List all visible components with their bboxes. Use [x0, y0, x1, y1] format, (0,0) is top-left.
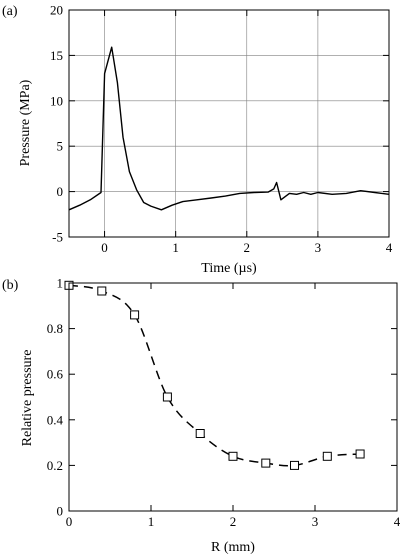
- x-tick-label: 2: [230, 514, 237, 529]
- data-point-square: [195, 429, 205, 438]
- x-tick-label: 1: [172, 240, 179, 255]
- panel-label-a: (a): [2, 4, 18, 19]
- y-axis-label-a: Pressure (MPa): [18, 79, 33, 166]
- x-tick-label: 4: [394, 514, 400, 529]
- x-tick-label: 3: [315, 240, 322, 255]
- x-axis-label-a: Time (µs): [201, 261, 257, 276]
- y-tick-label: -5: [52, 230, 63, 245]
- y-tick-label: 0.4: [47, 412, 64, 427]
- y-tick-label: 10: [50, 93, 63, 108]
- relative-pressure-vs-radius-chart: (b) R (mm) Relative pressure 0 1 2 3 4 0 0.2 0.…: [2, 276, 400, 554]
- y-tick-label: 0: [57, 504, 64, 519]
- x-tick-label: 3: [312, 514, 319, 529]
- y-tick-label: 5: [57, 139, 64, 154]
- x-axis-label-b: R (mm): [211, 540, 255, 554]
- pressure-vs-time-chart: (a) Time (µs) Pressure (MPa) 0 1 2 3 4 -5 0 5 10…: [2, 3, 393, 277]
- x-tick-label: 2: [244, 240, 251, 255]
- data-point-square: [290, 460, 299, 470]
- x-tick-label: 4: [386, 240, 393, 255]
- x-tick-label: 0: [66, 514, 73, 529]
- plot-frame-a: [68, 9, 390, 238]
- data-point-square: [162, 392, 172, 402]
- x-tick-label: 0: [101, 240, 108, 255]
- y-tick-label: 0.2: [47, 458, 63, 473]
- relative-pressure-curve: [68, 284, 361, 467]
- pressure-trace: [68, 46, 390, 211]
- x-tick-label: 1: [148, 514, 155, 529]
- data-point-square: [355, 449, 365, 459]
- data-point-square: [261, 458, 271, 468]
- data-point-square: [97, 286, 107, 296]
- data-point-square: [322, 451, 332, 461]
- y-tick-label: 1: [57, 276, 64, 291]
- panel-label-b: (b): [2, 278, 19, 293]
- data-point-square: [228, 451, 238, 461]
- data-point-square: [130, 310, 140, 320]
- y-tick-label: 0.6: [47, 367, 64, 382]
- plot-frame-b: [68, 282, 398, 512]
- y-tick-label: 0: [57, 184, 64, 199]
- y-axis-label-b: Relative pressure: [20, 350, 35, 447]
- y-tick-label: 15: [50, 48, 63, 63]
- y-tick-label: 0.8: [47, 321, 63, 336]
- y-tick-label: 20: [50, 3, 63, 18]
